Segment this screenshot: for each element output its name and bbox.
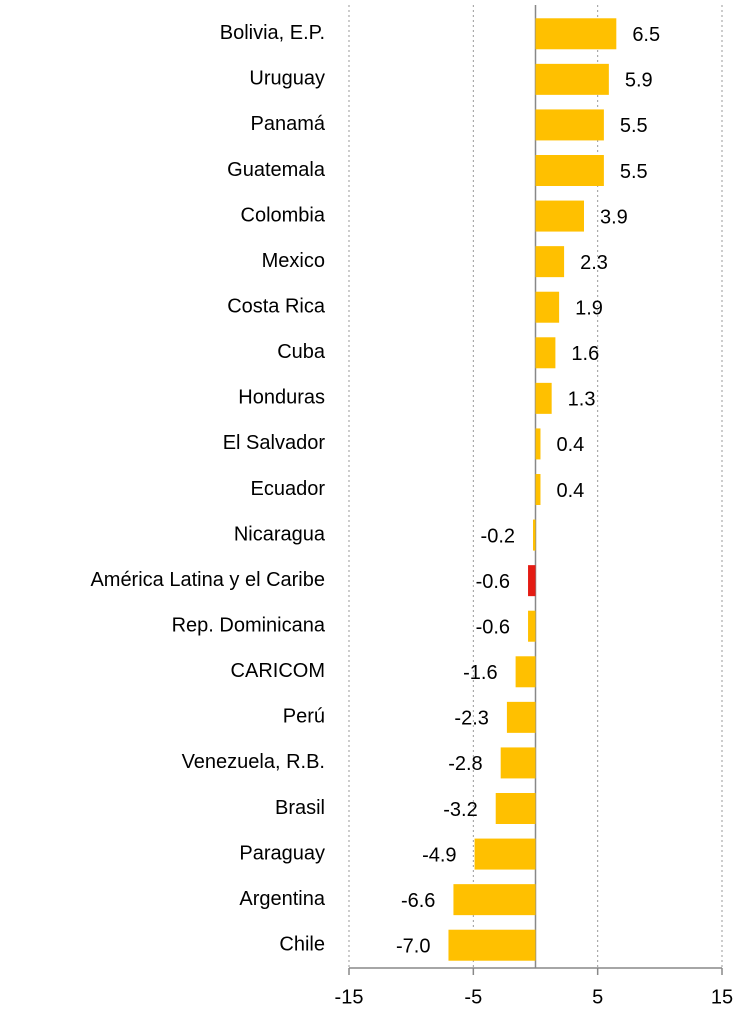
value-label: 5.5 [620,161,648,183]
category-label: Colombia [241,204,326,226]
category-label: Guatemala [227,159,326,181]
value-label: 6.5 [632,24,660,46]
category-label: Uruguay [249,68,325,90]
value-label: 0.4 [556,434,584,456]
x-tick-label: 15 [711,986,733,1008]
bar [515,656,536,688]
value-label: 1.9 [575,297,603,319]
category-label: Chile [279,933,325,955]
bar [528,565,536,597]
bar [535,18,617,50]
x-tick-label: 5 [592,986,603,1008]
bar [535,246,565,278]
value-label: 3.9 [600,206,628,228]
category-label: Honduras [238,387,325,409]
value-label: -0.6 [476,571,510,593]
value-label: 5.9 [625,70,653,92]
bar [500,747,536,779]
bar [535,382,552,414]
category-label: Argentina [239,888,325,910]
category-label: Venezuela, R.B. [182,751,325,773]
value-label: -0.2 [481,525,515,547]
value-label: -7.0 [396,935,430,957]
value-label: 5.5 [620,115,648,137]
category-label: América Latina y el Caribe [90,569,325,591]
category-label: Costa Rica [227,295,326,317]
bar [535,200,584,232]
value-label: -2.8 [448,753,482,775]
value-label: -2.3 [454,708,488,730]
bar [474,838,536,870]
bar [535,337,556,369]
category-label: Nicaragua [234,523,326,545]
bar [535,63,609,95]
category-label: Ecuador [251,478,326,500]
bar [535,474,541,505]
bar [535,428,541,460]
x-tick-label: -5 [464,986,482,1008]
value-label: -4.9 [422,844,456,866]
bar [448,929,536,961]
category-label: Mexico [262,250,325,272]
value-label: -3.2 [443,799,477,821]
value-label: -1.6 [463,662,497,684]
bar [535,155,604,186]
category-label: Paraguay [239,842,325,864]
bar [533,519,536,551]
bar [453,884,536,916]
category-label: Panamá [251,113,326,135]
bar [528,610,536,642]
category-label: Brasil [275,797,325,819]
bar [506,701,536,733]
category-label: Bolivia, E.P. [220,22,325,44]
value-label: -0.6 [476,616,510,638]
category-label: Cuba [277,341,326,363]
value-label: 1.6 [571,343,599,365]
bar [495,793,536,824]
category-label: Perú [283,706,325,728]
bar [535,109,604,141]
value-label: 2.3 [580,252,608,274]
bar [535,291,560,323]
x-tick-label: -15 [335,986,364,1008]
category-label: CARICOM [231,660,325,682]
value-label: 0.4 [556,480,584,502]
value-label: -6.6 [401,890,435,912]
value-label: 1.3 [568,389,596,411]
category-label: Rep. Dominicana [172,614,326,636]
category-label: El Salvador [223,432,326,454]
